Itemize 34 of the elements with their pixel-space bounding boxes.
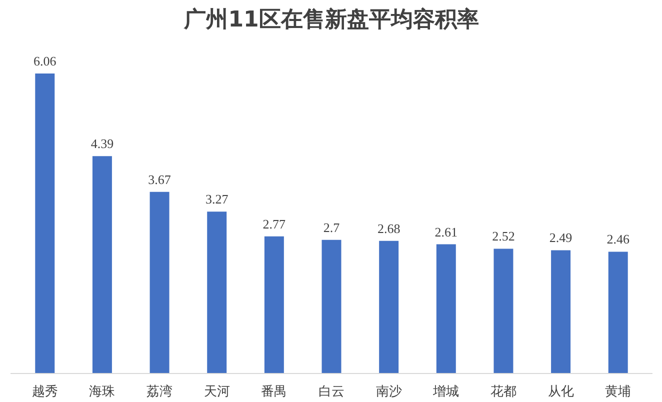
x-tick-label: 白云 bbox=[318, 384, 344, 400]
data-label: 3.67 bbox=[148, 172, 172, 187]
chart-title: 广州11区在售新盘平均容积率 bbox=[183, 6, 479, 32]
data-label: 2.68 bbox=[377, 220, 400, 236]
data-label: 2.52 bbox=[492, 228, 515, 244]
bar bbox=[608, 252, 628, 374]
x-tick-label: 花都 bbox=[490, 384, 516, 400]
x-tick-label: 从化 bbox=[548, 384, 574, 400]
bar bbox=[92, 156, 112, 374]
x-tick-label: 荔湾 bbox=[146, 384, 173, 400]
data-label: 2.46 bbox=[606, 232, 630, 247]
bar bbox=[379, 240, 399, 374]
bar bbox=[551, 250, 571, 374]
data-label: 6.06 bbox=[34, 54, 57, 68]
bar bbox=[35, 74, 55, 374]
x-tick-label: 海珠 bbox=[89, 384, 116, 400]
data-label: 2.7 bbox=[323, 220, 340, 235]
x-tick-label: 增城 bbox=[432, 384, 460, 400]
bar bbox=[150, 192, 170, 374]
data-label: 2.77 bbox=[262, 216, 286, 232]
x-tick-label: 越秀 bbox=[32, 384, 58, 400]
bar bbox=[264, 236, 284, 374]
x-tick-label: 黄埔 bbox=[605, 384, 632, 400]
bar bbox=[322, 240, 342, 374]
data-label: 2.49 bbox=[549, 230, 572, 246]
bar bbox=[207, 212, 227, 374]
bar bbox=[494, 248, 514, 374]
x-tick-label: 天河 bbox=[204, 384, 230, 400]
bar bbox=[436, 244, 456, 374]
data-label: 4.39 bbox=[90, 136, 114, 152]
data-label: 2.61 bbox=[434, 224, 458, 240]
x-tick-label: 南沙 bbox=[376, 384, 402, 400]
x-tick-label: 番禺 bbox=[261, 384, 288, 400]
data-label: 3.27 bbox=[205, 192, 229, 207]
